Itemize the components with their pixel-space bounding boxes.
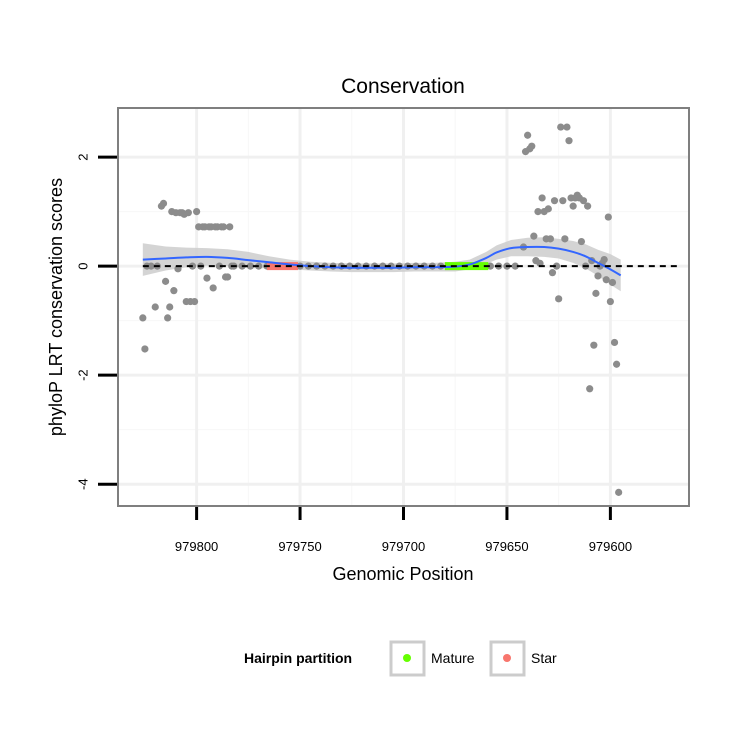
data-point xyxy=(579,197,588,205)
legend-label-star: Star xyxy=(531,650,557,666)
data-point xyxy=(600,255,608,264)
data-point xyxy=(486,262,494,270)
data-point xyxy=(164,314,172,322)
data-point xyxy=(544,205,552,213)
panel-border xyxy=(117,107,690,507)
data-point xyxy=(590,341,598,349)
y-tick-label: -4 xyxy=(75,478,90,490)
data-point xyxy=(528,142,536,150)
data-point xyxy=(530,232,538,240)
data-point xyxy=(594,272,602,280)
x-tick-label: 979800 xyxy=(175,539,218,554)
data-point xyxy=(615,488,623,496)
data-point xyxy=(559,197,567,205)
data-point xyxy=(612,360,621,368)
data-point xyxy=(193,207,201,216)
data-point xyxy=(592,289,600,297)
data-point xyxy=(548,269,557,277)
data-point xyxy=(219,223,228,231)
data-point xyxy=(139,314,147,322)
y-tick-label: -2 xyxy=(75,369,90,381)
data-point xyxy=(151,303,159,311)
x-tick-label: 979750 xyxy=(278,539,321,554)
data-point xyxy=(563,123,571,131)
data-point xyxy=(606,297,614,306)
data-point xyxy=(546,235,554,243)
data-point xyxy=(577,237,586,246)
data-point xyxy=(184,209,192,217)
y-tick-label: 2 xyxy=(75,153,90,160)
data-point xyxy=(557,123,565,131)
data-point xyxy=(569,202,577,210)
smooth-line-layer xyxy=(142,245,622,277)
data-point xyxy=(586,385,594,393)
x-axis-title: Genomic Position xyxy=(332,564,473,584)
data-point xyxy=(534,207,542,216)
data-point xyxy=(511,262,519,270)
y-axis-title: phyloP LRT conservation scores xyxy=(46,178,66,436)
legend-dot-mature xyxy=(403,654,411,662)
x-axis: 979800 979750 979700 979650 979600 xyxy=(175,507,632,554)
data-point xyxy=(584,202,592,210)
data-point xyxy=(538,194,546,202)
legend-key-mature xyxy=(389,640,426,677)
data-point xyxy=(604,213,612,221)
data-point xyxy=(161,277,170,285)
legend-dot-star xyxy=(503,654,511,662)
data-point xyxy=(602,276,610,284)
data-point xyxy=(561,235,569,243)
data-point xyxy=(166,303,174,311)
data-point xyxy=(246,262,255,270)
legend-title: Hairpin partition xyxy=(244,650,352,666)
data-point xyxy=(147,262,155,270)
data-point xyxy=(203,274,211,282)
x-tick-label: 979700 xyxy=(382,539,425,554)
data-point xyxy=(141,345,149,353)
legend: Hairpin partition Mature Star xyxy=(244,640,557,677)
data-point xyxy=(565,137,573,145)
data-point xyxy=(610,338,619,347)
data-point xyxy=(215,262,223,270)
y-axis: 2 0 -2 -4 xyxy=(75,153,117,490)
smooth-line xyxy=(142,245,622,277)
data-point xyxy=(190,297,199,306)
data-point xyxy=(226,223,234,231)
legend-label-mature: Mature xyxy=(431,650,475,666)
data-point xyxy=(524,131,532,139)
data-point xyxy=(608,278,617,287)
data-point xyxy=(224,273,232,281)
chart-title: Conservation xyxy=(341,75,465,98)
data-point xyxy=(170,287,178,295)
x-tick-label: 979600 xyxy=(589,539,632,554)
star-segment xyxy=(266,262,298,271)
x-tick-label: 979650 xyxy=(485,539,528,554)
data-point xyxy=(550,197,559,205)
y-tick-label: 0 xyxy=(75,262,90,269)
data-point xyxy=(209,284,217,292)
data-point xyxy=(555,295,563,303)
data-point xyxy=(552,262,561,270)
data-point xyxy=(159,199,168,208)
